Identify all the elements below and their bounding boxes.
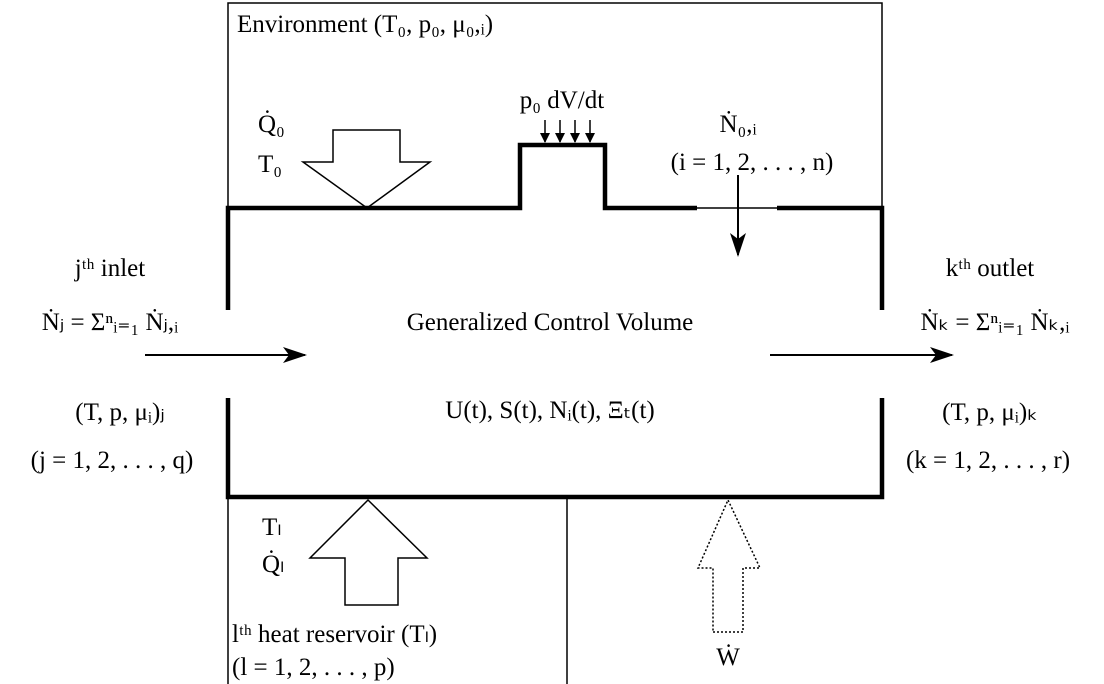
control-volume-state: U(t), S(t), Nᵢ(t), Ξₜ(t) bbox=[445, 397, 654, 424]
environment-flow: Ṅ₀,ᵢ bbox=[719, 111, 756, 138]
environment-flow-range: (i = 1, 2, . . . , n) bbox=[671, 149, 834, 176]
control-volume-top-right bbox=[777, 205, 885, 310]
work-label: Ẇ bbox=[716, 643, 740, 671]
inlet-state: (T, p, μᵢ)ⱼ bbox=[75, 399, 164, 426]
reservoir-temperature: Tₗ bbox=[262, 514, 281, 541]
outlet-flow: Ṅₖ = Σⁿᵢ₌₁ Ṅₖ,ᵢ bbox=[920, 309, 1069, 336]
inlet-range: (j = 1, 2, . . . , q) bbox=[31, 447, 194, 474]
environment-temperature: T₀ bbox=[258, 151, 282, 178]
reservoir-range: (l = 1, 2, . . . , p) bbox=[232, 654, 395, 681]
reservoir-heat: Q̇ₗ bbox=[262, 550, 284, 578]
pressure-arrows bbox=[540, 120, 595, 143]
work-arrow bbox=[696, 498, 762, 633]
boundary-work: p₀ dV/dt bbox=[520, 87, 604, 114]
outlet-title: kᵗʰ outlet bbox=[946, 255, 1035, 282]
inlet-flow: Ṅⱼ = Σⁿᵢ₌₁ Ṅⱼ,ᵢ bbox=[42, 309, 178, 336]
inlet-title: jᵗʰ inlet bbox=[74, 255, 146, 282]
heat-arrow bbox=[300, 129, 433, 209]
outlet-state: (T, p, μᵢ)ₖ bbox=[942, 399, 1038, 426]
reservoir-heat-arrow bbox=[308, 498, 429, 606]
environment-heat: Q̇₀ bbox=[258, 110, 285, 138]
control-volume-bottom bbox=[225, 398, 885, 500]
control-volume-top bbox=[225, 142, 697, 310]
outlet-range: (k = 1, 2, . . . , r) bbox=[906, 447, 1070, 474]
reservoir-label: lᵗʰ heat reservoir (Tₗ) bbox=[232, 621, 437, 648]
environment-box bbox=[227, 2, 883, 208]
control-volume-title: Generalized Control Volume bbox=[407, 309, 694, 336]
environment-label: Environment (T₀, p₀, μ₀,ᵢ) bbox=[237, 11, 493, 38]
